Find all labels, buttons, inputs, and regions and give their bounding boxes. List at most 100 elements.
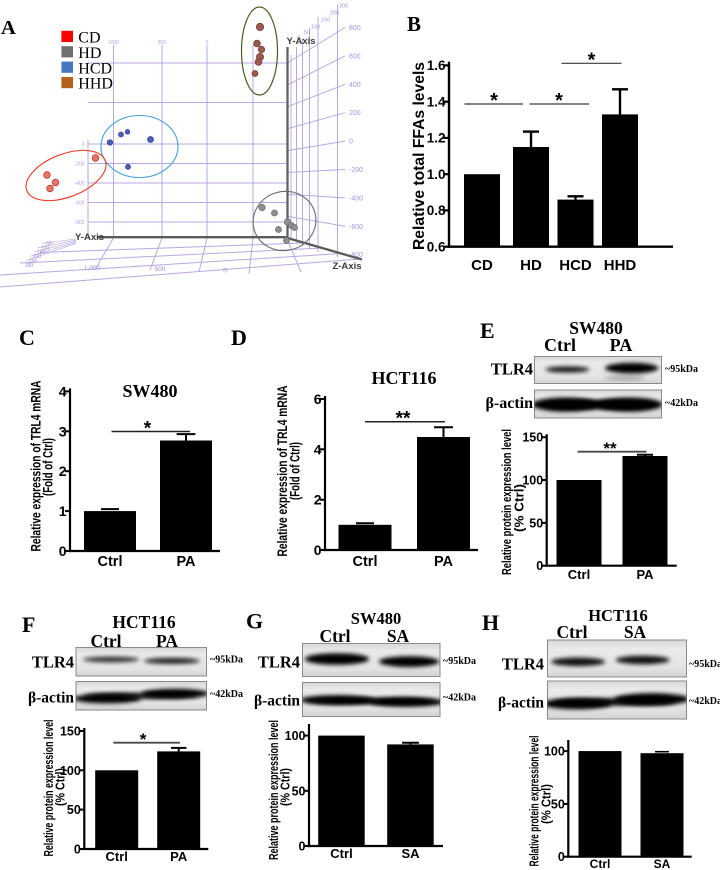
- svg-text:SW480: SW480: [569, 318, 623, 338]
- svg-text:600: 600: [349, 53, 361, 60]
- svg-text:HD: HD: [78, 45, 101, 62]
- svg-text:β-actin: β-actin: [28, 690, 74, 707]
- svg-text:200: 200: [33, 254, 42, 260]
- svg-text:150: 150: [321, 18, 330, 24]
- svg-text:0: 0: [314, 542, 322, 558]
- svg-text:Relative total FFAs levels: Relative total FFAs levels: [411, 62, 428, 250]
- svg-text:0.8: 0.8: [427, 203, 446, 218]
- svg-text:50: 50: [551, 797, 565, 811]
- svg-text:0: 0: [349, 139, 353, 146]
- svg-text:50: 50: [292, 784, 306, 798]
- svg-text:HCT116: HCT116: [371, 368, 436, 388]
- svg-text:500: 500: [155, 266, 166, 273]
- svg-text:Ctrl: Ctrl: [568, 567, 590, 582]
- svg-text:-400: -400: [74, 181, 84, 187]
- svg-text:(Fold of Ctrl): (Fold of Ctrl): [288, 442, 303, 500]
- svg-text:F: F: [22, 612, 35, 637]
- svg-text:~95kDa: ~95kDa: [443, 656, 476, 667]
- svg-text:100: 100: [522, 474, 543, 488]
- svg-text:250: 250: [29, 259, 38, 265]
- svg-text:(% Ctrl): (% Ctrl): [513, 484, 527, 532]
- svg-text:~42kDa: ~42kDa: [689, 696, 720, 707]
- svg-text:E: E: [480, 318, 495, 343]
- svg-text:3: 3: [59, 423, 67, 439]
- svg-text:Relative protein expression le: Relative protein expression level: [267, 720, 281, 860]
- svg-text:50: 50: [304, 30, 310, 36]
- svg-text:H: H: [482, 610, 499, 635]
- svg-text:Y-Axis: Y-Axis: [287, 36, 316, 47]
- svg-text:SW480: SW480: [351, 609, 401, 628]
- svg-text:4: 4: [314, 441, 322, 457]
- svg-text:1: 1: [59, 503, 67, 519]
- svg-text:0: 0: [536, 559, 543, 573]
- svg-text:(% Ctrl): (% Ctrl): [540, 784, 554, 824]
- svg-text:Relative protein expression le: Relative protein expression level: [528, 736, 542, 867]
- svg-text:50: 50: [46, 241, 52, 247]
- svg-text:150: 150: [37, 250, 46, 256]
- svg-text:400: 400: [349, 82, 361, 89]
- svg-text:100: 100: [311, 25, 320, 31]
- svg-text:TLR4: TLR4: [502, 655, 544, 674]
- svg-text:100: 100: [60, 764, 81, 778]
- svg-text:Ctrl: Ctrl: [90, 631, 121, 651]
- svg-text:200: 200: [330, 11, 339, 17]
- svg-text:0: 0: [82, 142, 85, 148]
- svg-text:1.4: 1.4: [427, 95, 446, 110]
- svg-text:HHD: HHD: [604, 257, 637, 274]
- svg-text:0: 0: [558, 850, 565, 864]
- svg-text:(Fold of Ctrl): (Fold of Ctrl): [41, 438, 56, 496]
- svg-text:Ctrl: Ctrl: [544, 335, 576, 355]
- svg-text:SW480: SW480: [122, 381, 177, 401]
- svg-text:Ctrl: Ctrl: [319, 626, 350, 646]
- svg-text:SA: SA: [624, 622, 647, 642]
- svg-text:PA: PA: [610, 335, 633, 355]
- svg-text:1000: 1000: [108, 40, 119, 46]
- svg-text:0: 0: [223, 268, 227, 275]
- svg-text:*: *: [140, 730, 147, 749]
- svg-text:1.6: 1.6: [427, 58, 446, 73]
- svg-text:Ctrl: Ctrl: [556, 622, 587, 642]
- svg-text:0: 0: [297, 36, 300, 42]
- svg-text:HCT116: HCT116: [112, 612, 175, 632]
- svg-text:B: B: [407, 12, 421, 36]
- svg-text:Relative expression of TRL4 mR: Relative expression of TRL4 mRNA: [29, 380, 44, 551]
- svg-text:Ctrl: Ctrl: [98, 554, 123, 570]
- svg-text:TLR4: TLR4: [491, 360, 533, 379]
- svg-text:-200: -200: [74, 162, 84, 168]
- svg-text:0: 0: [206, 40, 209, 46]
- svg-text:~42kDa: ~42kDa: [665, 398, 698, 409]
- svg-text:TLR4: TLR4: [258, 653, 300, 672]
- svg-text:D: D: [231, 325, 247, 350]
- svg-text:1.0: 1.0: [427, 167, 446, 182]
- svg-text:800: 800: [158, 40, 167, 46]
- svg-text:~42kDa: ~42kDa: [443, 693, 476, 704]
- svg-text:800: 800: [349, 25, 361, 32]
- svg-text:-800: -800: [349, 252, 363, 259]
- svg-text:TLR4: TLR4: [32, 653, 74, 672]
- svg-text:CD: CD: [78, 30, 100, 47]
- svg-text:Relative protein expression le: Relative protein expression level: [500, 429, 514, 575]
- svg-text:HCD: HCD: [78, 60, 112, 77]
- svg-text:PA: PA: [176, 554, 196, 570]
- svg-text:PA: PA: [156, 631, 178, 651]
- svg-text:-800: -800: [74, 220, 84, 226]
- svg-text:4: 4: [59, 383, 67, 399]
- svg-text:SA: SA: [654, 857, 671, 870]
- svg-text:HD: HD: [520, 257, 542, 274]
- svg-text:~95kDa: ~95kDa: [210, 655, 243, 666]
- svg-text:*: *: [555, 90, 563, 112]
- svg-text:PA: PA: [170, 849, 188, 864]
- svg-text:~42kDa: ~42kDa: [210, 689, 243, 700]
- svg-text:Y-Axis: Y-Axis: [75, 232, 104, 243]
- svg-text:50: 50: [529, 516, 543, 530]
- svg-text:6: 6: [314, 391, 322, 407]
- svg-text:2: 2: [314, 492, 322, 508]
- svg-text:Ctrl: Ctrl: [353, 554, 378, 570]
- svg-text:0: 0: [74, 843, 81, 857]
- svg-text:**: **: [603, 439, 617, 458]
- svg-text:*: *: [144, 419, 152, 440]
- svg-text:PA: PA: [636, 567, 654, 582]
- svg-text:~95kDa: ~95kDa: [665, 364, 698, 375]
- svg-text:300: 300: [25, 263, 34, 269]
- svg-text:Ctrl: Ctrl: [106, 849, 128, 864]
